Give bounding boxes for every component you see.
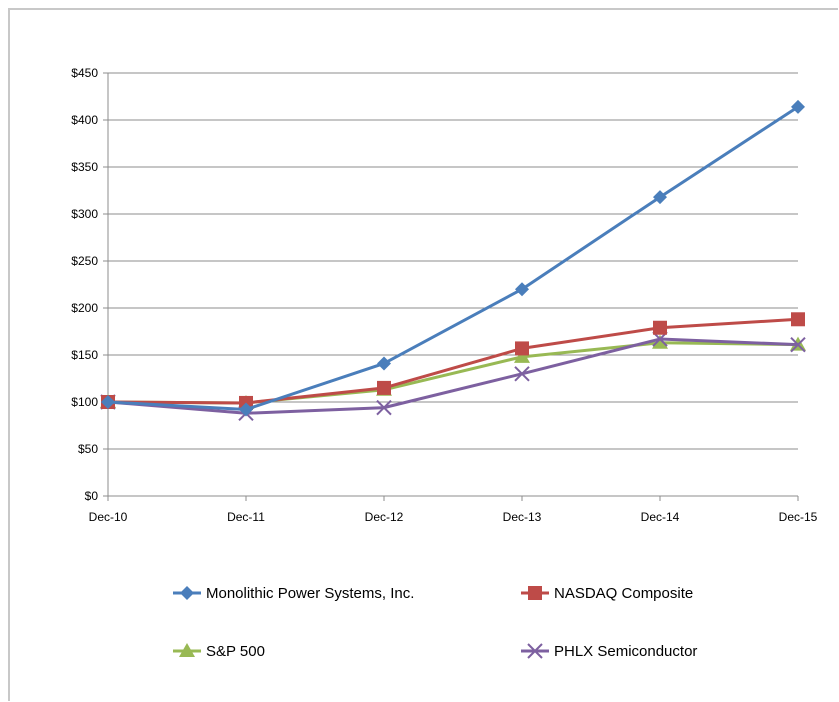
y-tick-label: $150 [71, 348, 98, 362]
legend-label: S&P 500 [206, 643, 265, 660]
data-point [239, 402, 253, 417]
data-point [514, 366, 530, 382]
series-3 [100, 331, 806, 421]
series-line [107, 105, 799, 412]
series-2 [100, 334, 806, 409]
data-point [791, 312, 805, 327]
y-tick-label: $450 [71, 66, 98, 80]
y-tick-label: $400 [71, 113, 98, 127]
legend-item-1: NASDAQ Composite [521, 585, 693, 602]
legend-marker [528, 586, 542, 600]
y-tick-label: $0 [85, 489, 99, 503]
legend-item-0: Monolithic Power Systems, Inc. [173, 585, 414, 602]
gridlines [108, 72, 798, 450]
data-point [791, 99, 805, 114]
series-line [107, 317, 799, 405]
x-tick-label: Dec-15 [779, 510, 818, 524]
data-point [515, 282, 529, 297]
legend: Monolithic Power Systems, Inc. NASDAQ Com… [173, 585, 697, 660]
data-point [377, 380, 391, 395]
y-tick-label: $100 [71, 395, 98, 409]
y-tick-label: $200 [71, 301, 98, 315]
data-point [653, 190, 667, 205]
data-point [101, 395, 115, 409]
legend-marker [179, 643, 195, 657]
legend-marker [180, 586, 194, 600]
legend-marker [527, 643, 543, 659]
data-point [653, 320, 667, 335]
data-point [652, 334, 668, 349]
y-tick-label: $300 [71, 207, 98, 221]
chart-frame [8, 8, 838, 701]
x-tick-label: Dec-13 [503, 510, 542, 524]
axes [107, 73, 798, 497]
legend-label: NASDAQ Composite [554, 585, 693, 602]
y-tick-label: $350 [71, 160, 98, 174]
data-point [790, 336, 806, 353]
x-axis-ticks: Dec-10 Dec-11 Dec-12 Dec-13 Dec-14 Dec-15 [89, 496, 818, 524]
series-0 [101, 99, 805, 417]
legend-label: Monolithic Power Systems, Inc. [206, 585, 414, 602]
series-line [107, 337, 799, 415]
x-tick-label: Dec-12 [365, 510, 404, 524]
data-point [515, 341, 529, 356]
y-tick-label: $50 [78, 442, 98, 456]
x-tick-label: Dec-11 [227, 510, 265, 524]
data-point [514, 348, 530, 363]
x-tick-label: Dec-14 [641, 510, 680, 524]
y-axis-ticks: $0 $50 $100 $150 $200 $250 $300 $350 $400 $450 [71, 66, 108, 503]
series-group [100, 99, 806, 421]
data-point [377, 356, 391, 371]
legend-item-3: PHLX Semiconductor [521, 643, 697, 660]
y-tick-label: $250 [71, 254, 98, 268]
legend-label: PHLX Semiconductor [554, 643, 697, 660]
x-tick-label: Dec-10 [89, 510, 128, 524]
legend-item-2: S&P 500 [173, 643, 265, 660]
series-line [107, 341, 799, 405]
data-point [376, 399, 392, 416]
